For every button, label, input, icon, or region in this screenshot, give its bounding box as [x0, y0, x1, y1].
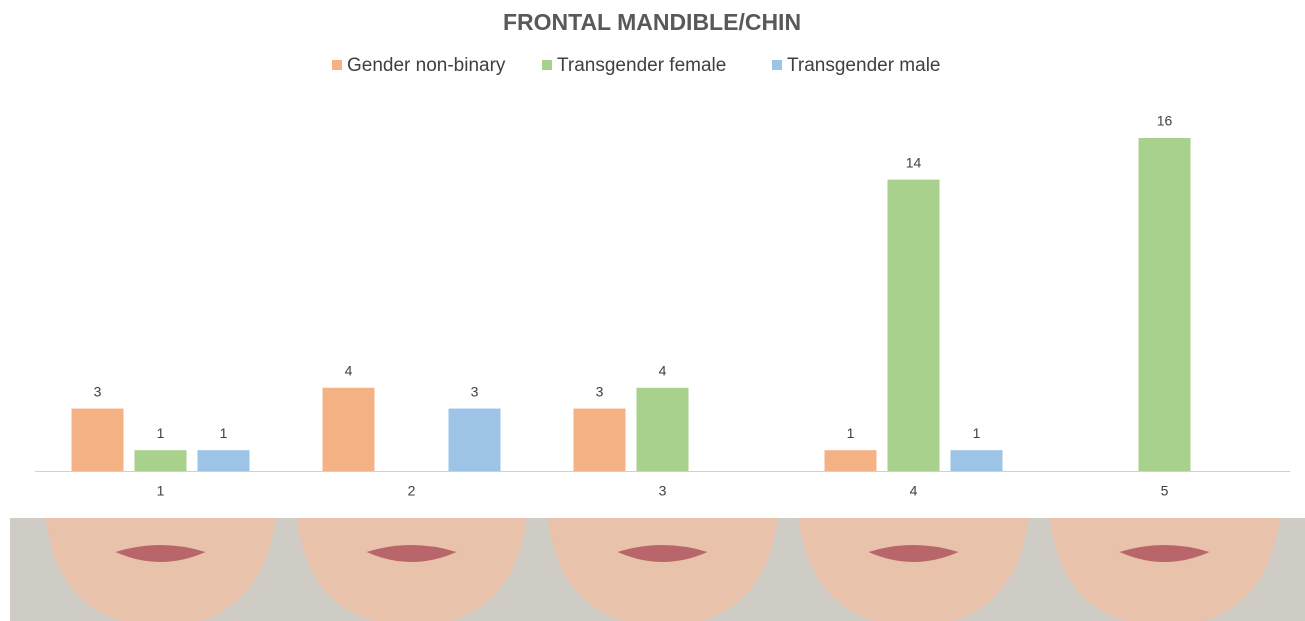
face-strip [10, 518, 1305, 621]
bar [322, 387, 375, 471]
data-label: 3 [94, 383, 102, 399]
bar [71, 408, 124, 471]
face [296, 518, 527, 621]
x-tick-label: 2 [408, 483, 416, 499]
data-label: 1 [847, 425, 855, 441]
data-label: 4 [659, 362, 667, 378]
bar [636, 387, 689, 471]
legend-label: Gender non-binary [347, 55, 506, 76]
face [798, 518, 1029, 621]
lips [115, 545, 206, 562]
chart-title: FRONTAL MANDIBLE/CHIN [503, 9, 801, 35]
data-label: 1 [973, 425, 981, 441]
x-tick-label: 3 [659, 483, 667, 499]
x-tick-label: 4 [910, 483, 918, 499]
data-label: 3 [596, 383, 604, 399]
x-tick-label: 1 [157, 483, 165, 499]
legend-label: Transgender female [557, 55, 726, 76]
bar [134, 450, 187, 471]
lips [617, 545, 708, 562]
face [547, 518, 778, 621]
bar [824, 450, 877, 471]
data-label: 3 [471, 383, 479, 399]
legend-swatch [542, 60, 552, 70]
bar [573, 408, 626, 471]
x-tick-label: 5 [1161, 483, 1169, 499]
data-label: 1 [157, 425, 165, 441]
lips [1119, 545, 1210, 562]
bar [1138, 138, 1191, 471]
legend-swatch [772, 60, 782, 70]
legend-label: Transgender male [787, 55, 940, 76]
lips [868, 545, 959, 562]
lips [366, 545, 457, 562]
bar [448, 408, 501, 471]
data-label: 1 [220, 425, 228, 441]
face [1049, 518, 1280, 621]
faces [45, 518, 1280, 621]
bar [887, 179, 940, 471]
bar [197, 450, 250, 471]
face [45, 518, 276, 621]
data-label: 4 [345, 362, 353, 378]
data-label: 14 [906, 154, 922, 170]
bar [950, 450, 1003, 471]
legend-swatch [332, 60, 342, 70]
data-label: 16 [1157, 113, 1173, 129]
